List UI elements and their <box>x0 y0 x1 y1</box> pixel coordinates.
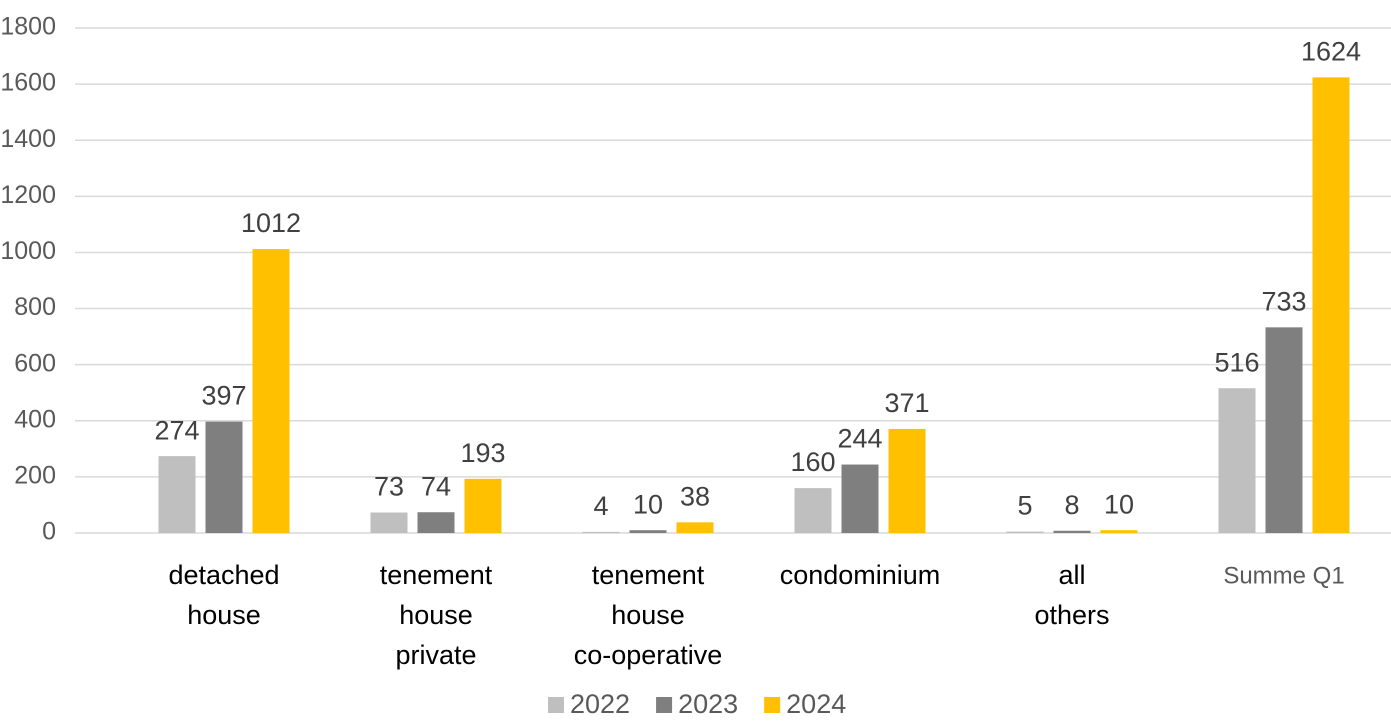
value-label: 74 <box>421 471 451 501</box>
legend-label: 2024 <box>786 689 846 719</box>
bar <box>1006 531 1044 533</box>
bar <box>1312 77 1350 533</box>
legend-label: 2022 <box>570 689 630 719</box>
value-label: 193 <box>460 438 505 468</box>
x-tick-label: all <box>1058 560 1085 590</box>
bar <box>794 488 832 533</box>
bar <box>629 530 667 533</box>
bar <box>582 531 620 533</box>
value-label: 38 <box>680 481 710 511</box>
legend-swatch <box>764 697 781 713</box>
x-tick-label: detached <box>168 560 279 590</box>
value-label: 397 <box>201 381 246 411</box>
value-label: 8 <box>1064 490 1079 520</box>
value-label: 733 <box>1261 286 1306 316</box>
legend-swatch <box>656 697 673 713</box>
value-label: 1012 <box>241 208 301 238</box>
bar <box>370 512 408 533</box>
bar <box>1265 327 1303 533</box>
value-label: 4 <box>593 491 608 521</box>
value-label: 10 <box>633 489 663 519</box>
bar <box>1218 388 1256 533</box>
bar <box>158 456 196 533</box>
bar <box>252 249 290 534</box>
value-label: 274 <box>154 415 199 445</box>
legend-swatch <box>548 697 564 713</box>
bar <box>676 522 714 533</box>
y-tick-label: 600 <box>14 349 56 377</box>
x-tick-label: co-operative <box>574 640 723 670</box>
x-tick-label: Summe Q1 <box>1223 562 1344 589</box>
x-tick-label: house <box>611 600 685 630</box>
x-tick-label: tenement <box>380 560 493 590</box>
bar <box>888 428 926 533</box>
y-tick-label: 400 <box>14 405 56 433</box>
x-tick-label: house <box>187 600 261 630</box>
y-tick-label: 1400 <box>0 125 56 153</box>
value-label: 371 <box>884 388 929 418</box>
y-tick-label: 1000 <box>0 237 56 265</box>
value-label: 73 <box>374 472 404 502</box>
value-label: 1624 <box>1301 37 1361 67</box>
bar <box>1100 530 1138 533</box>
bar <box>841 464 879 533</box>
value-label: 5 <box>1017 491 1032 521</box>
x-tick-label: tenement <box>592 560 705 590</box>
bar <box>1053 530 1091 533</box>
value-label: 244 <box>837 424 882 454</box>
y-tick-label: 0 <box>42 518 56 546</box>
y-tick-label: 1200 <box>0 181 56 209</box>
x-tick-label: condominium <box>780 560 941 590</box>
legend-label: 2023 <box>678 689 738 719</box>
y-tick-label: 800 <box>14 293 56 321</box>
bar <box>464 478 502 533</box>
bar <box>417 512 455 533</box>
y-tick-label: 1800 <box>0 13 56 41</box>
y-tick-label: 200 <box>14 461 56 489</box>
y-tick-label: 1600 <box>0 69 56 97</box>
x-tick-label: house <box>399 600 473 630</box>
value-label: 516 <box>1214 347 1259 377</box>
x-tick-label: private <box>395 640 476 670</box>
x-tick-label: others <box>1034 600 1109 630</box>
bar <box>205 421 243 533</box>
value-label: 160 <box>790 447 835 477</box>
value-label: 10 <box>1104 489 1134 519</box>
